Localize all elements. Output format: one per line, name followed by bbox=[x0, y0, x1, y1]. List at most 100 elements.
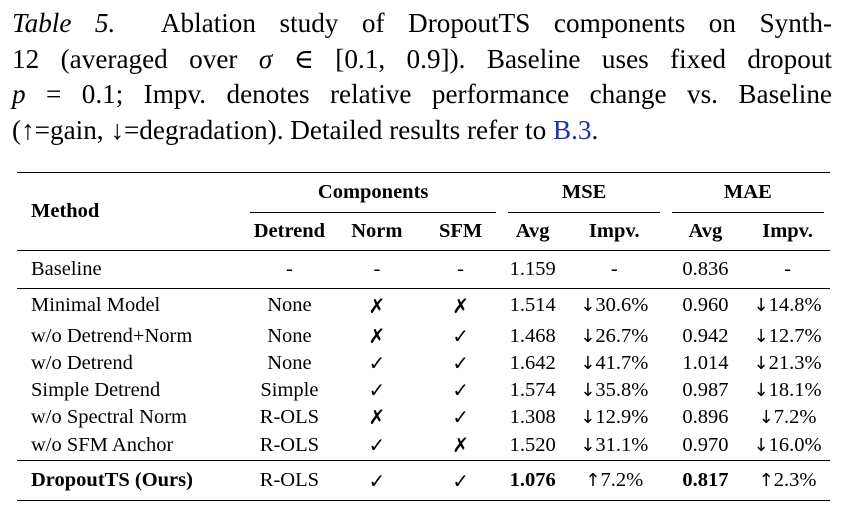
cell-detrend: Simple bbox=[260, 378, 319, 401]
cell-sfm: ✓ bbox=[418, 460, 503, 501]
down-arrow-icon: ↓ bbox=[758, 406, 774, 428]
header-method: Method bbox=[31, 200, 100, 222]
cell-mae-avg: 0.970 bbox=[682, 433, 729, 456]
cell-mae-avg: 0.817 bbox=[665, 460, 746, 501]
caption-line-3: p = 0.1; Impv. denotes relative performa… bbox=[12, 79, 832, 109]
cell-norm: ✗ bbox=[368, 405, 386, 429]
table-row: w/o Detrend+Norm None ✗ ✓ 1.468 ↓26.7% 0… bbox=[17, 323, 830, 350]
cell-mae-avg: 1.014 bbox=[682, 351, 729, 374]
header-norm: Norm bbox=[351, 219, 403, 242]
cell-method: w/o Detrend+Norm bbox=[31, 324, 193, 347]
header-components: Components bbox=[244, 173, 503, 213]
up-arrow-icon: ↑ bbox=[585, 470, 601, 491]
cell-detrend: None bbox=[243, 288, 335, 323]
cell-norm: ✓ bbox=[334, 460, 419, 501]
ours-row: DropoutTS (Ours) R-OLS ✓ ✓ 1.076 ↑7.2% 0… bbox=[17, 460, 830, 501]
cell-mse-avg: 1.574 bbox=[509, 378, 556, 401]
header-mse: MSE bbox=[502, 173, 665, 213]
cell-detrend: - bbox=[243, 250, 335, 289]
cell-norm: ✓ bbox=[368, 378, 386, 402]
header-row-2: Detrend Norm SFM Avg Impv. Avg Impv. bbox=[17, 213, 830, 251]
cell-mse-impv: ↓26.7% bbox=[580, 324, 649, 347]
cell-sfm: - bbox=[418, 250, 503, 289]
down-arrow-icon: ↓ bbox=[753, 295, 769, 317]
cell-mae-avg: 0.896 bbox=[682, 405, 729, 428]
cell-mse-avg: 1.308 bbox=[509, 405, 556, 428]
cell-mse-impv: ↓31.1% bbox=[580, 433, 649, 456]
cell-mae-impv: - bbox=[745, 250, 830, 289]
cell-mae-avg: 0.987 bbox=[682, 378, 729, 401]
header-sfm: SFM bbox=[438, 219, 483, 242]
down-arrow-icon: ↓ bbox=[580, 352, 596, 374]
header-mse-impv: Impv. bbox=[588, 219, 640, 242]
cell-mse-avg: 1.514 bbox=[502, 288, 563, 323]
table-row: Minimal Model None ✗ ✗ 1.514 ↓30.6% 0.96… bbox=[17, 288, 830, 323]
down-arrow-icon: ↓ bbox=[753, 379, 769, 401]
cell-mse-avg: 1.468 bbox=[509, 324, 556, 347]
cell-mae-impv: ↓16.0% bbox=[753, 433, 822, 456]
cell-mse-impv: ↑7.2% bbox=[562, 460, 666, 501]
cell-sfm: ✓ bbox=[452, 324, 469, 348]
caption-line-1: Table 5. Ablation study of DropoutTS com… bbox=[12, 8, 832, 38]
cell-mae-avg: 0.836 bbox=[665, 250, 746, 289]
caption-line-4: (↑=gain, ↓=degradation). Detailed result… bbox=[12, 114, 599, 145]
cell-mse-impv: ↓30.6% bbox=[562, 288, 666, 323]
cell-mse-impv: ↓41.7% bbox=[580, 351, 649, 374]
down-arrow-icon: ↓ bbox=[580, 434, 596, 456]
cell-sfm: ✗ bbox=[418, 288, 503, 323]
cell-method: DropoutTS (Ours) bbox=[17, 460, 244, 501]
cell-detrend: R-OLS bbox=[243, 460, 335, 501]
cell-method: w/o Detrend bbox=[31, 351, 133, 374]
header-detrend: Detrend bbox=[253, 219, 326, 242]
cell-sfm: ✓ bbox=[452, 351, 469, 375]
cell-method: w/o Spectral Norm bbox=[31, 405, 187, 428]
down-arrow-icon: ↓ bbox=[580, 325, 596, 347]
cell-norm: ✓ bbox=[368, 351, 386, 375]
ablation-table: Method Components MSE MAE Detrend Norm S… bbox=[17, 172, 830, 501]
cell-mae-impv: ↓21.3% bbox=[753, 351, 822, 374]
cell-mse-avg: 1.076 bbox=[502, 460, 563, 501]
cell-method: Minimal Model bbox=[17, 288, 244, 323]
caption-line-2: 12 (averaged over σ ∈ [0.1, 0.9]). Basel… bbox=[12, 43, 832, 74]
cell-mse-avg: 1.520 bbox=[509, 433, 556, 456]
cell-method: Baseline bbox=[17, 250, 244, 289]
cell-mse-impv: - bbox=[562, 250, 666, 289]
up-arrow-icon: ↑ bbox=[758, 470, 774, 491]
cell-sfm: ✓ bbox=[452, 405, 469, 429]
table-row: Simple Detrend Simple ✓ ✓ 1.574 ↓35.8% 0… bbox=[17, 377, 830, 404]
down-arrow-icon: ↓ bbox=[580, 295, 596, 317]
down-arrow-icon: ↓ bbox=[753, 352, 769, 374]
cell-norm: ✗ bbox=[334, 288, 419, 323]
cell-method: Simple Detrend bbox=[31, 378, 161, 401]
caption-label: Table 5. bbox=[12, 8, 116, 38]
header-mae-impv: Impv. bbox=[762, 219, 813, 242]
cell-norm: - bbox=[334, 250, 419, 289]
cell-mse-avg: 1.159 bbox=[502, 250, 563, 289]
header-mae-avg: Avg bbox=[688, 219, 723, 242]
header-mae: MAE bbox=[666, 173, 830, 213]
down-arrow-icon: ↓ bbox=[580, 379, 596, 401]
table-row: w/o SFM Anchor R-OLS ✓ ✗ 1.520 ↓31.1% 0.… bbox=[17, 431, 830, 461]
appendix-link[interactable]: B.3 bbox=[553, 114, 592, 145]
cell-mae-impv: ↓12.7% bbox=[753, 324, 822, 347]
cell-mse-avg: 1.642 bbox=[509, 351, 556, 374]
ablation-rows: Minimal Model None ✗ ✗ 1.514 ↓30.6% 0.96… bbox=[17, 288, 830, 461]
cell-norm: ✗ bbox=[368, 324, 386, 348]
cell-sfm: ✓ bbox=[452, 378, 469, 402]
table-caption: Table 5. Ablation study of DropoutTS com… bbox=[12, 6, 832, 148]
cell-mae-avg: 0.960 bbox=[665, 288, 746, 323]
cell-mse-impv: ↓12.9% bbox=[580, 405, 649, 428]
cell-mse-impv: ↓35.8% bbox=[580, 378, 649, 401]
cell-method: w/o SFM Anchor bbox=[31, 433, 174, 456]
cell-norm: ✓ bbox=[368, 433, 386, 458]
table-row: w/o Spectral Norm R-OLS ✗ ✓ 1.308 ↓12.9%… bbox=[17, 404, 830, 431]
cell-sfm: ✗ bbox=[452, 433, 469, 458]
cell-detrend: None bbox=[267, 324, 312, 347]
cell-detrend: R-OLS bbox=[259, 405, 320, 428]
table-row: w/o Detrend None ✓ ✓ 1.642 ↓41.7% 1.014 … bbox=[17, 350, 830, 377]
down-arrow-icon: ↓ bbox=[753, 434, 769, 456]
cell-detrend: None bbox=[267, 351, 312, 374]
cell-detrend: R-OLS bbox=[259, 433, 320, 456]
cell-mae-impv: ↓14.8% bbox=[745, 288, 830, 323]
down-arrow-icon: ↓ bbox=[580, 406, 596, 428]
